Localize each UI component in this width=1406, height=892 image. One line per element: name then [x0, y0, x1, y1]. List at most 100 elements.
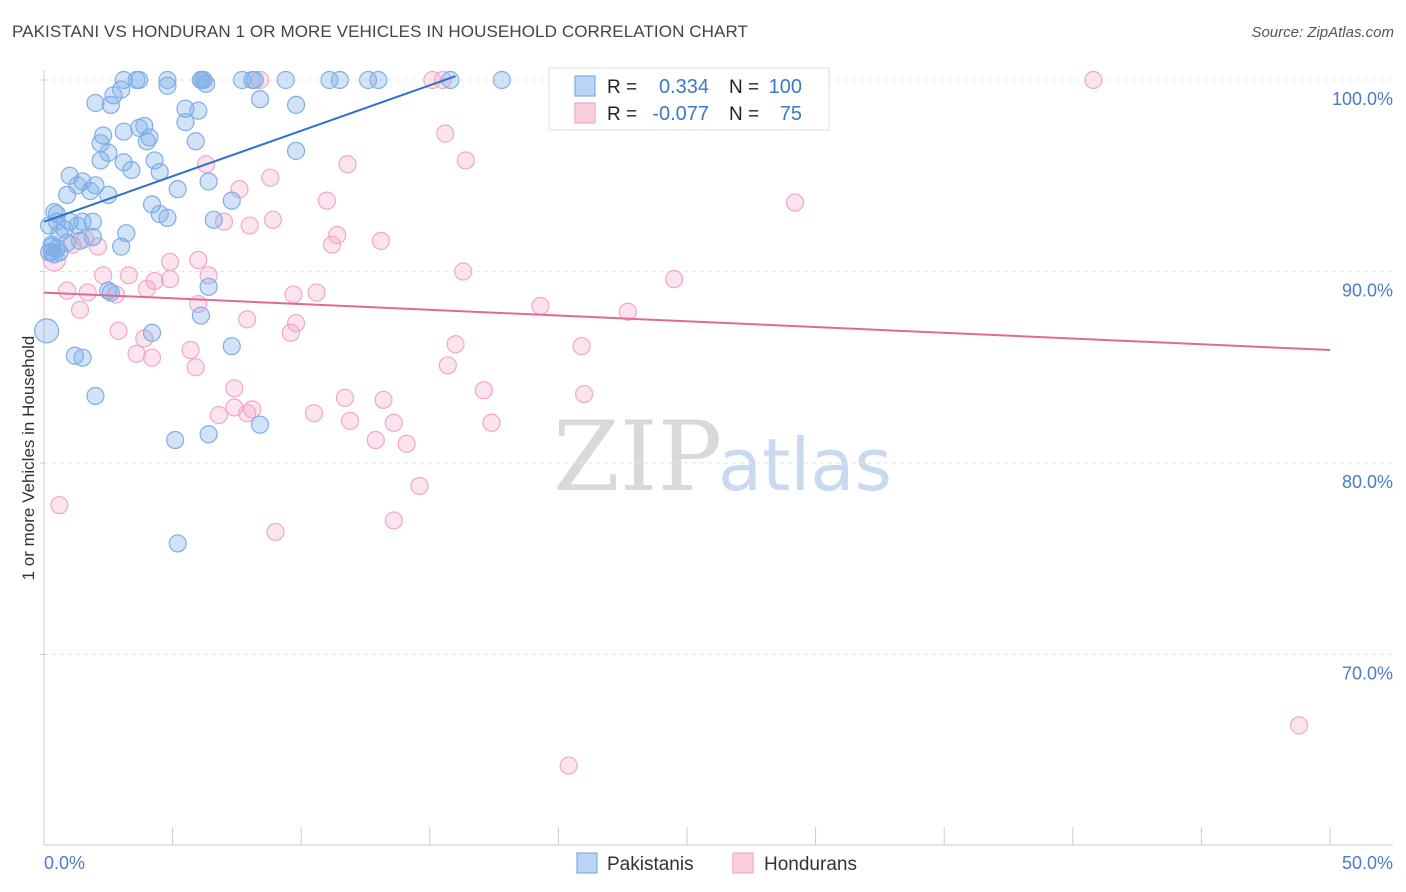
pakistanis-point-42: [122, 160, 141, 180]
hondurans-point-18: [322, 235, 342, 254]
hondurans-point-9: [261, 168, 280, 187]
pakistanis-point-90: [166, 430, 185, 450]
hondurans-point-61: [384, 413, 403, 432]
hondurans-point-47: [181, 340, 200, 360]
chart-title: PAKISTANI VS HONDURAN 1 OR MORE VEHICLES…: [12, 22, 749, 41]
hondurans-point-35: [137, 279, 156, 298]
pakistanis-point-84: [142, 323, 162, 342]
hondurans-point-17: [371, 231, 391, 250]
x-tick-label-min: 0.0%: [44, 853, 85, 873]
bottom-legend-swatch-pakistanis: [576, 852, 598, 874]
hondurans-point-62: [482, 413, 501, 432]
pakistanis-point-87: [73, 348, 92, 367]
pakistanis-point-49: [168, 180, 187, 199]
y-tick-labels: 100.0% 90.0% 80.0% 70.0%: [1332, 89, 1393, 684]
pakistanis-points: [33, 70, 511, 553]
hondurans-point-52: [225, 379, 244, 398]
hondurans-point-67: [384, 511, 403, 530]
watermark-zip: ZIP: [553, 401, 722, 513]
hondurans-point-33: [284, 285, 303, 304]
pakistanis-point-19: [112, 80, 131, 99]
pakistanis-point-24: [101, 95, 120, 114]
hondurans-point-12: [785, 193, 805, 212]
hondurans-point-20: [88, 237, 108, 256]
hondurans-point-27: [119, 266, 138, 285]
hondurans-point-30: [145, 271, 164, 291]
hondurans-point-48: [127, 344, 146, 363]
pakistanis-point-28: [189, 101, 208, 120]
pakistanis-point-92: [168, 534, 187, 553]
hondurans-point-16: [328, 226, 347, 245]
pakistanis-point-14: [358, 70, 378, 90]
bottom-legend-label-pakistanis: Pakistanis: [607, 854, 694, 875]
hondurans-point-40: [70, 300, 90, 319]
chart-source: Source: ZipAtlas.com: [1251, 24, 1394, 41]
pakistanis-point-81: [199, 277, 218, 296]
watermark-atlas: atlas: [718, 423, 892, 507]
hondurans-point-66: [50, 496, 69, 515]
hondurans-point-57: [209, 406, 228, 425]
hondurans-point-42: [238, 310, 257, 329]
hondurans-point-32: [78, 283, 97, 302]
hondurans-point-4: [1084, 70, 1103, 90]
pakistanis-point-36: [186, 132, 205, 151]
hondurans-point-5: [436, 124, 455, 143]
correlation-legend: R = 0.334 N = 100 R = -0.077 N = 75: [548, 67, 830, 131]
pakistanis-point-22: [250, 90, 270, 109]
pakistanis-point-48: [199, 172, 218, 191]
pakistanis-point-82: [191, 306, 210, 325]
pakistanis-point-54: [142, 195, 162, 214]
watermark: ZIP atlas: [553, 401, 892, 513]
hondurans-point-69: [559, 756, 578, 775]
bottom-legend-label-hondurans: Hondurans: [764, 854, 857, 875]
hondurans-point-73: [575, 384, 594, 404]
hondurans-point-28: [94, 266, 113, 285]
hondurans-point-34: [307, 283, 326, 302]
pakistanis-point-21: [196, 74, 216, 93]
pakistanis-point-72: [70, 231, 90, 250]
pakistanis-point-56: [204, 210, 223, 229]
pakistanis-trend-line: [43, 75, 456, 223]
hondurans-point-14: [263, 210, 283, 229]
pakistanis-point-73: [112, 237, 131, 256]
hondurans-point-51: [186, 358, 205, 377]
pakistanis-point-10: [245, 70, 265, 90]
hondurans-point-72: [446, 335, 465, 354]
pakistanis-point-93: [42, 237, 61, 256]
y-tick-label-1: 90.0%: [1342, 281, 1393, 301]
pakistanis-point-53: [222, 191, 241, 210]
legend-n-label-2: N =: [729, 104, 759, 125]
pakistanis-point-26: [286, 95, 306, 114]
hondurans-point-11: [317, 191, 337, 210]
hondurans-point-29: [160, 270, 180, 289]
hondurans-trend-line: [43, 291, 1331, 352]
y-tick-label-3: 70.0%: [1342, 664, 1393, 684]
hondurans-point-1: [423, 70, 442, 90]
hondurans-point-64: [397, 434, 416, 453]
hondurans-point-54: [335, 388, 355, 407]
hondurans-point-41: [618, 302, 637, 321]
axes: [43, 70, 1393, 846]
pakistanis-point-38: [99, 143, 118, 162]
pakistanis-point-37: [286, 141, 306, 160]
hondurans-point-59: [304, 404, 324, 423]
pakistanis-point-85: [222, 337, 241, 356]
pakistanis-point-60: [83, 212, 102, 231]
pakistanis-point-15: [369, 70, 388, 90]
pakistanis-point-69: [117, 224, 136, 243]
pakistanis-point-83: [33, 318, 60, 344]
hondurans-point-38: [531, 296, 550, 316]
hondurans-point-63: [366, 430, 385, 450]
hondurans-point-31: [665, 270, 684, 289]
pakistanis-point-32: [114, 122, 133, 141]
pakistanis-point-50: [81, 181, 100, 201]
bottom-legend-swatch-hondurans: [732, 852, 754, 874]
y-tick-label-2: 80.0%: [1342, 472, 1393, 492]
legend-box: [548, 67, 830, 131]
pakistanis-point-27: [176, 113, 195, 132]
hondurans-point-0: [250, 70, 270, 90]
legend-r-label-2: R =: [607, 104, 637, 125]
pakistanis-point-41: [91, 151, 110, 170]
pakistanis-point-40: [145, 151, 164, 170]
